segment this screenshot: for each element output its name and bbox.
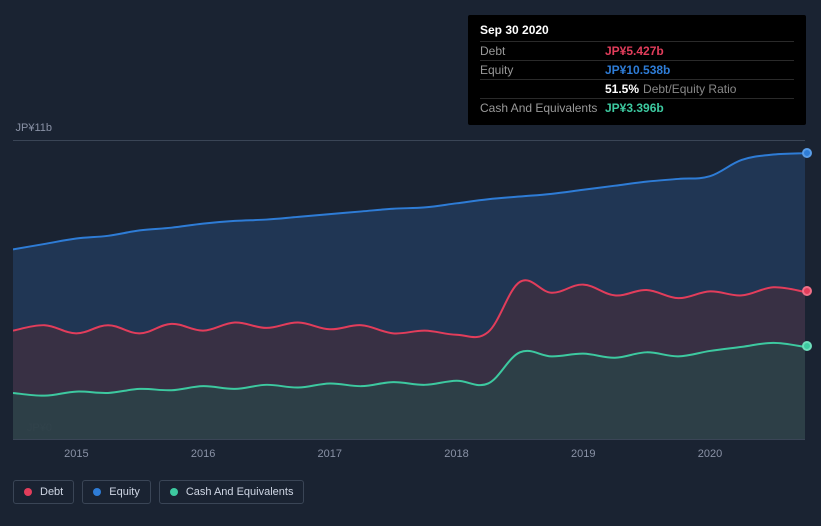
tooltip-row-equity: Equity JP¥10.538b [480, 60, 794, 79]
chart-legend: Debt Equity Cash And Equivalents [13, 480, 304, 504]
x-axis-tick: 2016 [191, 448, 215, 460]
x-axis-labels: 2015 2016 2017 2018 2019 2020 [13, 448, 805, 464]
tooltip-date: Sep 30 2020 [480, 23, 794, 41]
tooltip-value-debt: JP¥5.427b [605, 44, 664, 58]
legend-dot-icon [24, 488, 32, 496]
tooltip-row-debt: Debt JP¥5.427b [480, 41, 794, 60]
legend-item-debt[interactable]: Debt [13, 480, 74, 504]
tooltip-value-equity: JP¥10.538b [605, 63, 670, 77]
tooltip-value-cash: JP¥3.396b [605, 101, 664, 115]
x-axis-tick: 2019 [571, 448, 595, 460]
chart-tooltip: Sep 30 2020 Debt JP¥5.427b Equity JP¥10.… [468, 15, 806, 125]
legend-label: Equity [109, 486, 140, 498]
tooltip-label [480, 82, 605, 96]
tooltip-label: Debt [480, 44, 605, 58]
tooltip-label: Equity [480, 63, 605, 77]
tooltip-value-ratio-text: Debt/Equity Ratio [643, 82, 736, 96]
chart-plot-area[interactable] [13, 140, 805, 440]
legend-dot-icon [93, 488, 101, 496]
x-axis-tick: 2018 [444, 448, 468, 460]
series-end-marker-debt[interactable] [802, 286, 812, 296]
x-axis-tick: 2020 [698, 448, 722, 460]
tooltip-label: Cash And Equivalents [480, 101, 605, 115]
legend-label: Debt [40, 486, 63, 498]
tooltip-value-ratio-pct: 51.5% [605, 82, 639, 96]
x-axis-tick: 2017 [318, 448, 342, 460]
legend-item-equity[interactable]: Equity [82, 480, 151, 504]
series-end-marker-cash[interactable] [802, 341, 812, 351]
y-axis-label-max: JP¥11b [10, 122, 52, 134]
tooltip-row-cash: Cash And Equivalents JP¥3.396b [480, 98, 794, 117]
legend-label: Cash And Equivalents [186, 486, 294, 498]
tooltip-row-ratio: 51.5% Debt/Equity Ratio [480, 79, 794, 98]
series-end-marker-equity[interactable] [802, 148, 812, 158]
x-axis-tick: 2015 [64, 448, 88, 460]
area-chart-svg [13, 141, 805, 439]
legend-item-cash[interactable]: Cash And Equivalents [159, 480, 305, 504]
legend-dot-icon [170, 488, 178, 496]
